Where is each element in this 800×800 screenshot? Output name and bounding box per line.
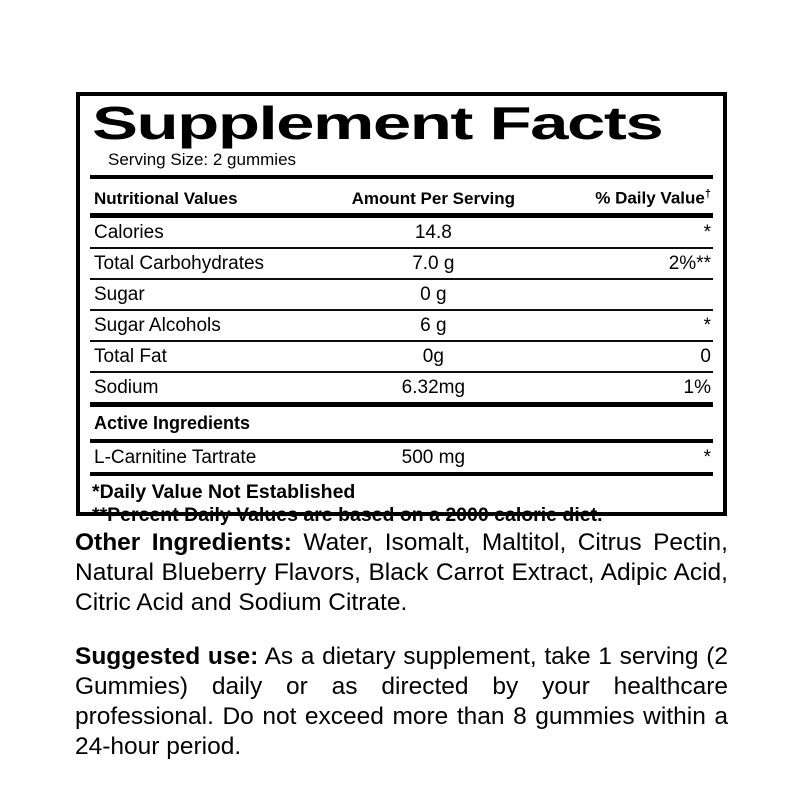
serving-size: Serving Size: 2 gummies: [108, 150, 297, 169]
nutrient-daily-value: *: [703, 221, 711, 243]
footnotes: *Daily Value Not Established **Percent D…: [90, 476, 713, 527]
other-ingredients-lead: Other Ingredients:: [75, 529, 292, 556]
table-row-total-carbohydrates: Total Carbohydrates 7.0 g 2%**: [90, 249, 713, 280]
column-header-daily-value: % Daily Value†: [526, 184, 711, 209]
active-ingredients-header: Active Ingredients: [94, 412, 251, 433]
nutrient-name: Total Fat: [94, 345, 167, 367]
table-row-total-fat: Total Fat 0g 0: [90, 342, 713, 373]
table-header-row: Nutritional Values Amount Per Serving % …: [90, 179, 713, 213]
nutrient-amount: 0g: [422, 345, 444, 367]
supplement-facts-panel: Supplement Facts Serving Size: 2 gummies…: [76, 92, 727, 526]
nutrient-name: Sugar: [94, 283, 145, 305]
table-row-calories: Calories 14.8 *: [90, 218, 713, 249]
suggested-use-text: As a dietary supplement, take 1 serving …: [75, 643, 728, 760]
footnote-percent-daily-values: **Percent Daily Values are based on a 20…: [92, 503, 603, 526]
table-row-sodium: Sodium 6.32mg 1%: [90, 373, 713, 402]
column-header-nutrient: Nutritional Values: [94, 188, 238, 208]
nutrient-daily-value: 0: [700, 345, 711, 367]
table-row-sugar: Sugar 0 g: [90, 280, 713, 311]
daily-value-label: % Daily Value: [595, 188, 705, 208]
nutrient-name: Calories: [94, 221, 164, 243]
nutrient-amount: 6.32mg: [401, 376, 466, 398]
nutrient-amount: 500 mg: [401, 446, 466, 468]
table-row-l-carnitine-tartrate: L-Carnitine Tartrate 500 mg *: [90, 443, 713, 472]
divider: [90, 471, 713, 476]
column-header-amount: Amount Per Serving: [351, 188, 516, 208]
suggested-use-lead: Suggested use:: [75, 643, 259, 670]
label-text-content: Other Ingredients: Water, Isomalt, Malti…: [75, 528, 728, 786]
nutrient-name: Sugar Alcohols: [94, 314, 221, 336]
table-row-sugar-alcohols: Sugar Alcohols 6 g *: [90, 311, 713, 342]
divider: [90, 175, 713, 179]
nutrient-amount: 14.8: [414, 221, 452, 243]
nutrient-daily-value: *: [703, 446, 711, 468]
nutrient-name: Sodium: [94, 376, 159, 398]
other-ingredients-text: Water, Isomalt, Maltitol, Citrus Pectin,…: [75, 529, 728, 616]
dagger-symbol: †: [704, 188, 711, 200]
divider: [90, 212, 713, 218]
nutrient-amount: 7.0 g: [412, 252, 455, 274]
nutrient-amount: 6 g: [420, 314, 447, 336]
nutrient-daily-value: *: [703, 314, 711, 336]
nutrient-name: L-Carnitine Tartrate: [94, 446, 257, 468]
divider: [90, 401, 713, 407]
nutrient-name: Total Carbohydrates: [94, 252, 265, 274]
other-ingredients-paragraph: Other Ingredients: Water, Isomalt, Malti…: [75, 528, 728, 618]
nutrient-daily-value: 2%**: [668, 252, 711, 274]
divider: [90, 438, 713, 443]
nutrient-daily-value: 1%: [683, 376, 711, 398]
nutrient-amount: 0 g: [420, 283, 447, 305]
panel-title: Supplement Facts: [92, 97, 664, 149]
suggested-use-paragraph: Suggested use: As a dietary supplement, …: [75, 642, 728, 762]
footnote-daily-value: *Daily Value Not Established: [92, 480, 356, 503]
